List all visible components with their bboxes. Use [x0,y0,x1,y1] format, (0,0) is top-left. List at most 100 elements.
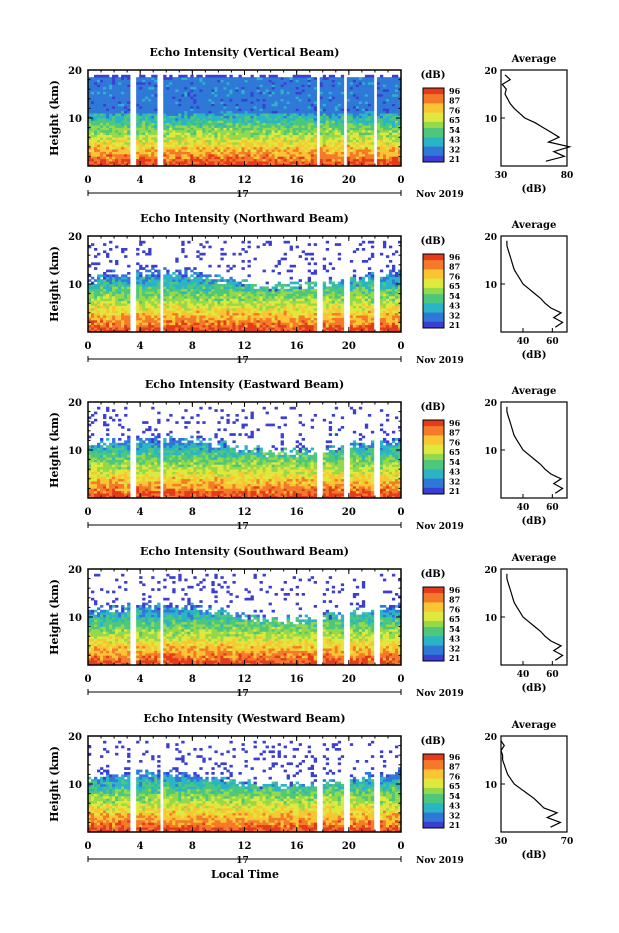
heatmap-cell [380,96,383,99]
heatmap-cell [266,113,269,116]
heatmap-cell [181,137,184,140]
heatmap-cell [368,84,371,87]
heatmap-cell [127,123,130,126]
heatmap-cell [226,130,229,133]
heatmap-cell [266,80,269,83]
heatmap-cell [365,106,368,109]
heatmap-cell [112,99,115,102]
heatmap-cell [151,154,154,157]
heatmap-cell [362,101,365,104]
heatmap-cell [220,298,223,301]
heatmap-cell [211,135,214,138]
colorbar-tick-label: 32 [449,144,460,154]
heatmap-cell [269,159,272,162]
heatmap-cell [308,161,311,164]
heatmap-cell [175,286,178,289]
heatmap-cell [323,87,326,90]
heatmap-cell [124,161,127,164]
heatmap-cell [121,92,124,95]
heatmap-cell [124,291,127,294]
heatmap-cell [293,82,296,85]
heatmap-cell [142,159,145,162]
heatmap-cell [293,96,296,99]
heatmap-cell [290,116,293,119]
heatmap-cell [353,125,356,128]
heatmap-cell [251,128,254,131]
heatmap-cell [220,284,223,287]
heatmap-cell [181,248,184,251]
heatmap-cell [166,306,169,309]
heatmap-cell [238,149,241,152]
heatmap-cell [205,306,208,309]
heatmap-cell [172,308,175,311]
heatmap-cell [226,149,229,152]
heatmap-cell [223,123,226,126]
heatmap-cell [112,308,115,311]
heatmap-cell [157,272,160,275]
heatmap-cell [332,120,335,123]
heatmap-cell [365,156,368,159]
heatmap-cell [335,152,338,155]
heatmap-cell [275,89,278,92]
heatmap-cell [235,286,238,289]
heatmap-cell [202,156,205,159]
heatmap-cell [118,140,121,143]
heatmap-cell [109,156,112,159]
heatmap-cell [169,298,172,301]
heatmap-cell [290,128,293,131]
heatmap-cell [287,82,290,85]
heatmap-cell [181,128,184,131]
heatmap-cell [109,286,112,289]
heatmap-cell [124,104,127,107]
heatmap-cell [103,306,106,309]
heatmap-cell [314,149,317,152]
heatmap-cell [380,108,383,111]
heatmap-cell [97,325,100,328]
heatmap-cell [329,89,332,92]
heatmap-cell [383,106,386,109]
heatmap-cell [115,294,118,297]
heatmap-cell [154,128,157,131]
heatmap-cell [121,94,124,97]
heatmap-cell [163,108,166,111]
heatmap-cell [281,128,284,131]
heatmap-cell [329,130,332,133]
heatmap-cell [226,137,229,140]
heatmap-cell [205,303,208,306]
heatmap-cell [226,279,229,282]
heatmap-cell [100,118,103,121]
heatmap-cell [260,106,263,109]
heatmap-cell [211,313,214,316]
heatmap-cell [326,113,329,116]
heatmap-cell [94,130,97,133]
heatmap-cell [314,161,317,164]
heatmap-cell [166,289,169,292]
heatmap-cell [217,265,220,268]
heatmap-cell [97,294,100,297]
heatmap-cell [332,108,335,111]
heatmap-cell [202,96,205,99]
heatmap-cell [223,75,226,78]
heatmap-cell [178,130,181,133]
heatmap-cell [329,111,332,114]
heatmap-cell [308,104,311,107]
heatmap-cell [365,92,368,95]
heatmap-cell [199,123,202,126]
heatmap-cell [115,123,118,126]
heatmap-cell [314,104,317,107]
heatmap-cell [266,104,269,107]
average-y-tick-label: 20 [484,67,497,77]
heatmap-cell [100,142,103,145]
heatmap-cell [190,149,193,152]
heatmap-cell [181,303,184,306]
heatmap-cell [169,89,172,92]
heatmap-cell [211,318,214,321]
heatmap-cell [148,96,151,99]
heatmap-cell [226,96,229,99]
heatmap-cell [260,80,263,83]
heatmap-cell [187,89,190,92]
heatmap-cell [208,313,211,316]
heatmap-cell [121,87,124,90]
heatmap-cell [251,101,254,104]
heatmap-cell [121,161,124,164]
